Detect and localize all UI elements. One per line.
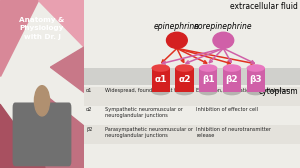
Text: epinephrine: epinephrine (154, 22, 200, 31)
FancyBboxPatch shape (152, 68, 170, 92)
FancyBboxPatch shape (84, 125, 300, 144)
FancyArrowPatch shape (177, 48, 184, 62)
FancyArrowPatch shape (177, 48, 254, 64)
Text: norepinephrine: norepinephrine (194, 22, 253, 31)
Circle shape (213, 32, 234, 48)
Ellipse shape (152, 88, 170, 95)
Ellipse shape (199, 88, 218, 95)
Polygon shape (42, 92, 84, 168)
FancyArrowPatch shape (177, 48, 230, 64)
FancyBboxPatch shape (175, 68, 194, 92)
Text: Anatomy &
Physiology
with Dr. J: Anatomy & Physiology with Dr. J (20, 17, 64, 40)
Text: Widespread, found in most tissues: Widespread, found in most tissues (104, 88, 191, 93)
Text: Parasympathetic neuromuscular or
neuroglandular junctions: Parasympathetic neuromuscular or neurogl… (104, 127, 193, 138)
Ellipse shape (175, 64, 194, 72)
Ellipse shape (247, 64, 265, 72)
FancyBboxPatch shape (223, 68, 241, 92)
Text: Sympathetic neuromuscular or
neuroglandular junctions: Sympathetic neuromuscular or neuroglandu… (104, 107, 182, 118)
Text: β2: β2 (226, 75, 238, 84)
FancyArrowPatch shape (162, 48, 177, 63)
FancyArrowPatch shape (186, 48, 223, 64)
Text: α2: α2 (178, 75, 191, 84)
Text: cytoplasm: cytoplasm (258, 87, 298, 96)
FancyBboxPatch shape (247, 68, 265, 92)
Text: Inhibition of effector cell: Inhibition of effector cell (196, 107, 258, 112)
Polygon shape (38, 0, 84, 47)
Text: extracellular fluid: extracellular fluid (230, 2, 298, 11)
Polygon shape (0, 104, 46, 168)
FancyArrowPatch shape (209, 48, 223, 63)
Polygon shape (0, 0, 38, 76)
Text: β2: β2 (86, 127, 92, 132)
Polygon shape (50, 47, 84, 92)
Text: α1: α1 (154, 75, 167, 84)
Circle shape (34, 86, 50, 116)
Text: Inhibition of neurotransmitter
release: Inhibition of neurotransmitter release (196, 127, 271, 138)
FancyBboxPatch shape (84, 68, 300, 85)
FancyArrowPatch shape (162, 48, 223, 64)
Text: α2: α2 (86, 107, 92, 112)
Ellipse shape (223, 88, 241, 95)
FancyBboxPatch shape (84, 87, 300, 106)
Ellipse shape (223, 64, 241, 72)
Ellipse shape (199, 64, 218, 72)
Ellipse shape (152, 64, 170, 72)
FancyBboxPatch shape (199, 68, 218, 92)
FancyBboxPatch shape (13, 102, 71, 166)
Ellipse shape (175, 88, 194, 95)
Text: β1: β1 (202, 75, 214, 84)
FancyArrowPatch shape (223, 48, 231, 62)
Ellipse shape (247, 88, 265, 95)
Text: α1: α1 (86, 88, 92, 93)
FancyBboxPatch shape (84, 106, 300, 125)
Text: β3: β3 (249, 75, 262, 84)
FancyArrowPatch shape (177, 48, 207, 63)
Circle shape (167, 32, 187, 48)
Text: Excitation, stimulation of metabolism: Excitation, stimulation of metabolism (196, 88, 290, 93)
FancyArrowPatch shape (223, 48, 254, 63)
